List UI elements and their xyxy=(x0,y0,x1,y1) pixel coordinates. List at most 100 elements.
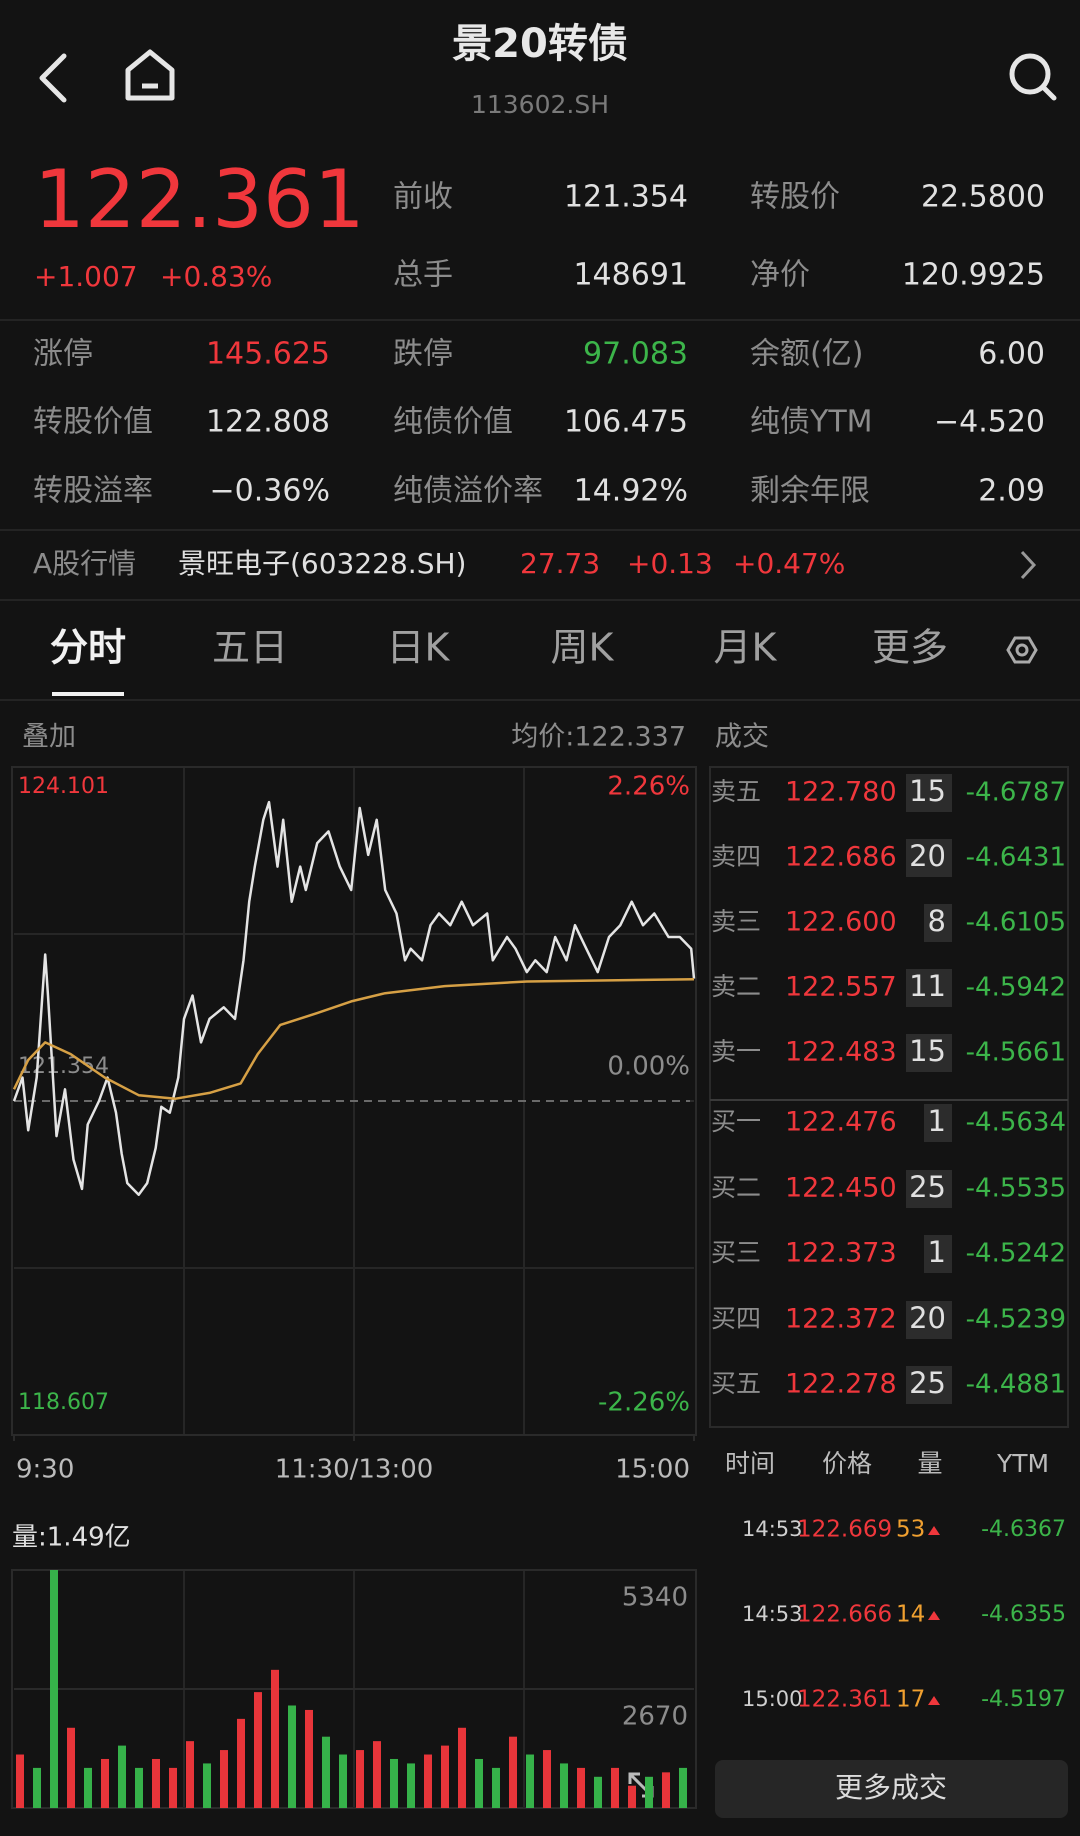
order-book-frame xyxy=(709,766,1069,1428)
trades-title: 成交 xyxy=(715,722,769,753)
stat-value: 120.9925 xyxy=(902,258,1045,293)
book-volume-box xyxy=(906,1366,952,1404)
book-ytm: -4.5661 xyxy=(966,1038,1066,1068)
volume-bar xyxy=(611,1767,619,1808)
stock-name: 景旺电子(603228.SH) xyxy=(178,547,466,580)
book-label: 买二 xyxy=(711,1173,761,1202)
stock-label: A股行情 xyxy=(33,547,136,580)
book-ytm: -4.5239 xyxy=(966,1305,1066,1335)
detail-value: 97.083 xyxy=(583,337,688,372)
trade-time: 15:00 xyxy=(742,1687,803,1711)
detail-label: 纯债价值 xyxy=(393,405,513,440)
book-price: 122.686 xyxy=(785,842,897,873)
book-volume: 8 xyxy=(928,904,946,938)
trade-arrow xyxy=(928,1696,940,1705)
book-volume-box xyxy=(906,839,952,877)
home-icon xyxy=(125,49,175,101)
stat-label: 转股价 xyxy=(750,180,840,215)
volume-bar xyxy=(594,1776,602,1808)
detail-value: 122.808 xyxy=(206,405,330,440)
book-label: 卖二 xyxy=(711,972,761,1001)
y-tick-label: 118.607 xyxy=(18,1390,109,1415)
y-tick-label: 124.101 xyxy=(18,774,109,799)
volume-bar xyxy=(203,1763,211,1808)
detail-label: 剩余年限 xyxy=(750,474,870,509)
book-ytm: -4.6431 xyxy=(966,843,1066,873)
volume-bar xyxy=(118,1745,126,1808)
book-volume-box xyxy=(906,1301,952,1339)
book-price: 122.278 xyxy=(785,1369,897,1400)
volume-bar xyxy=(50,1570,58,1808)
book-label: 卖四 xyxy=(711,842,761,871)
settings-icon xyxy=(1006,636,1038,664)
book-price: 122.780 xyxy=(785,777,897,808)
tab[interactable]: 分时 xyxy=(50,626,126,670)
volume-bar xyxy=(424,1754,432,1808)
book-volume: 15 xyxy=(909,1034,946,1068)
book-ytm: -4.5634 xyxy=(966,1108,1066,1138)
detail-value: −4.520 xyxy=(934,405,1045,440)
volume-bar xyxy=(662,1772,670,1808)
book-ytm: -4.5942 xyxy=(966,973,1066,1003)
volume-bar xyxy=(67,1727,75,1808)
book-volume-box xyxy=(924,904,952,942)
book-volume: 1 xyxy=(928,1104,946,1138)
book-label: 卖三 xyxy=(711,907,761,936)
trade-arrow xyxy=(928,1611,940,1620)
volume-bar xyxy=(407,1763,415,1808)
settings-icon-center xyxy=(1015,643,1029,657)
book-ytm: -4.5242 xyxy=(966,1239,1066,1269)
volume-bar xyxy=(16,1754,24,1808)
volume-bar xyxy=(577,1767,585,1808)
price: 122.361 xyxy=(34,153,365,246)
volume-bar xyxy=(33,1767,41,1808)
volume-bar xyxy=(322,1736,330,1808)
book-volume: 20 xyxy=(909,1301,946,1335)
detail-label: 余额(亿) xyxy=(750,337,863,372)
book-ytm: -4.5535 xyxy=(966,1174,1066,1204)
book-price: 122.373 xyxy=(785,1238,897,1269)
trade-ytm: -4.5197 xyxy=(981,1687,1066,1712)
volume-label: 量:1.49亿 xyxy=(12,1523,131,1553)
volume-bar xyxy=(679,1767,687,1808)
x-tick-label: 11:30/13:00 xyxy=(275,1455,434,1485)
stock-chevron[interactable] xyxy=(1020,550,1037,580)
search-button[interactable] xyxy=(1009,53,1057,101)
book-volume-box xyxy=(906,1034,952,1072)
back-button[interactable] xyxy=(39,53,67,103)
detail-value: 106.475 xyxy=(564,405,688,440)
detail-value: 14.92% xyxy=(574,474,688,509)
volume-bar xyxy=(237,1718,245,1808)
y2-tick-label: -2.26% xyxy=(598,1388,690,1418)
stat-value: 22.5800 xyxy=(921,180,1045,215)
home-button[interactable] xyxy=(125,49,175,101)
tab[interactable]: 五日 xyxy=(212,626,288,670)
tab[interactable]: 日K xyxy=(387,626,451,670)
tab-underline xyxy=(52,692,124,696)
detail-label: 纯债溢价率 xyxy=(393,474,543,509)
x-tick-label: 9:30 xyxy=(16,1455,74,1485)
book-volume: 25 xyxy=(909,1170,946,1204)
more-trades-label[interactable]: 更多成交 xyxy=(835,1771,947,1804)
book-volume: 15 xyxy=(909,774,946,808)
more-trades-button[interactable] xyxy=(715,1760,1068,1818)
tab[interactable]: 月K xyxy=(714,626,778,670)
trades-header: 量 xyxy=(917,1449,942,1478)
price-line xyxy=(12,800,696,1196)
stat-value: 121.354 xyxy=(564,180,688,215)
tab[interactable]: 周K xyxy=(551,626,615,670)
detail-value: −0.36% xyxy=(210,474,330,509)
volume-bar xyxy=(84,1767,92,1808)
detail-label: 纯债YTM xyxy=(750,405,873,440)
volume-bar xyxy=(645,1776,653,1808)
book-price: 122.557 xyxy=(785,972,897,1003)
volume-bar xyxy=(101,1758,109,1808)
change-pct: +0.83% xyxy=(160,260,272,293)
detail-value: 6.00 xyxy=(978,337,1045,372)
volume-bar xyxy=(475,1758,483,1808)
tab[interactable]: 更多 xyxy=(872,626,948,670)
book-volume-box xyxy=(906,969,952,1007)
volume-bar xyxy=(560,1763,568,1808)
settings-button[interactable] xyxy=(1006,636,1038,664)
search-icon-handle xyxy=(1040,84,1057,101)
